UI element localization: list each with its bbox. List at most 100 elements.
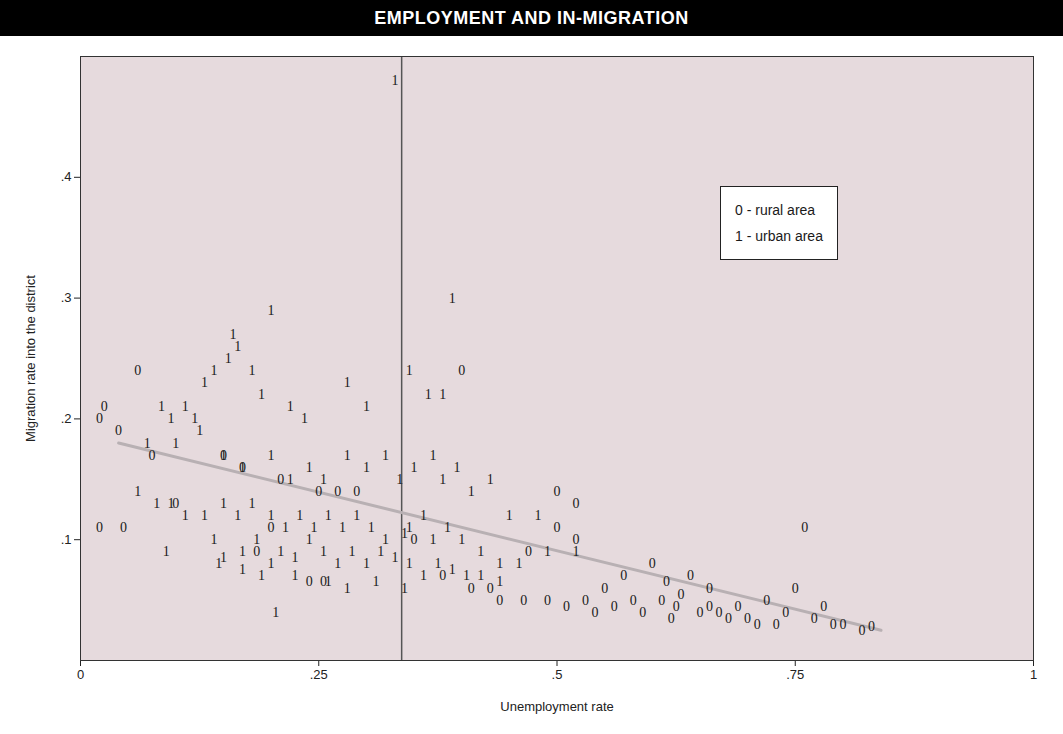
svg-text:.25: .25 (310, 667, 328, 682)
svg-text:0: 0 (353, 484, 360, 499)
svg-text:0: 0 (554, 484, 561, 499)
svg-text:1: 1 (411, 460, 418, 475)
svg-text:0: 0 (101, 399, 108, 414)
svg-text:1: 1 (1030, 667, 1037, 682)
svg-text:.75: .75 (786, 667, 804, 682)
svg-text:1: 1 (220, 448, 227, 463)
svg-text:1: 1 (253, 532, 260, 547)
svg-text:1: 1 (320, 544, 327, 559)
svg-text:1: 1 (363, 556, 370, 571)
svg-text:1: 1 (401, 526, 408, 541)
svg-text:0: 0 (754, 617, 761, 632)
svg-text:1: 1 (377, 544, 384, 559)
svg-text:1: 1 (506, 508, 513, 523)
svg-text:1: 1 (182, 399, 189, 414)
svg-text:1: 1 (349, 544, 356, 559)
svg-text:1: 1 (458, 532, 465, 547)
svg-text:0: 0 (77, 667, 84, 682)
svg-text:1: 1 (430, 448, 437, 463)
svg-text:1: 1 (334, 556, 341, 571)
svg-text:1: 1 (406, 556, 413, 571)
svg-text:1: 1 (287, 399, 294, 414)
svg-text:1: 1 (391, 73, 398, 88)
svg-text:1: 1 (268, 448, 275, 463)
svg-text:1: 1 (201, 375, 208, 390)
svg-text:1: 1 (449, 291, 456, 306)
svg-text:1: 1 (353, 508, 360, 523)
svg-text:1: 1 (158, 399, 165, 414)
svg-text:1: 1 (134, 484, 141, 499)
svg-text:1: 1 (420, 508, 427, 523)
svg-text:1: 1 (344, 581, 351, 596)
svg-text:0: 0 (573, 496, 580, 511)
svg-text:0: 0 (334, 484, 341, 499)
svg-text:1: 1 (339, 520, 346, 535)
svg-text:0: 0 (706, 599, 713, 614)
svg-text:1: 1 (272, 605, 279, 620)
svg-text:1: 1 (496, 556, 503, 571)
svg-text:1: 1 (210, 532, 217, 547)
svg-text:1: 1 (291, 550, 298, 565)
svg-text:1: 1 (515, 556, 522, 571)
svg-text:1: 1 (153, 496, 160, 511)
svg-text:0: 0 (306, 574, 313, 589)
svg-text:1: 1 (487, 472, 494, 487)
svg-text:1: 1 (325, 574, 332, 589)
svg-text:1: 1 (239, 544, 246, 559)
svg-text:1: 1 (430, 532, 437, 547)
svg-text:1: 1 (306, 532, 313, 547)
svg-text:1: 1 (391, 550, 398, 565)
svg-text:1: 1 (239, 562, 246, 577)
svg-text:0: 0 (120, 520, 127, 535)
svg-text:0: 0 (134, 363, 141, 378)
svg-text:0: 0 (277, 472, 284, 487)
svg-text:1: 1 (382, 448, 389, 463)
svg-text:0: 0 (725, 611, 732, 626)
svg-text:0: 0 (239, 460, 246, 475)
svg-text:1: 1 (449, 562, 456, 577)
svg-text:0: 0 (735, 599, 742, 614)
svg-text:0: 0 (115, 423, 122, 438)
svg-text:0: 0 (620, 568, 627, 583)
svg-text:1: 1 (434, 556, 441, 571)
svg-text:0: 0 (696, 605, 703, 620)
svg-text:1: 1 (444, 520, 451, 535)
svg-text:0: 0 (744, 611, 751, 626)
svg-text:0: 0 (839, 617, 846, 632)
svg-text:1: 1 (210, 363, 217, 378)
svg-text:1: 1 (163, 544, 170, 559)
svg-text:0: 0 (639, 605, 646, 620)
svg-text:1: 1 (368, 520, 375, 535)
svg-text:1: 1 (463, 568, 470, 583)
svg-text:1: 1 (439, 472, 446, 487)
svg-text:1: 1 (258, 387, 265, 402)
svg-text:0: 0 (868, 619, 875, 634)
svg-text:1: 1 (249, 496, 256, 511)
svg-text:1: 1 (168, 496, 175, 511)
svg-text:1: 1 (425, 387, 432, 402)
svg-text:1: 1 (453, 460, 460, 475)
svg-text:0: 0 (544, 593, 551, 608)
svg-text:1: 1 (420, 568, 427, 583)
svg-text:1: 1 (268, 303, 275, 318)
svg-text:1: 1 (291, 568, 298, 583)
svg-text:1: 1 (234, 508, 241, 523)
svg-text:0: 0 (801, 520, 808, 535)
svg-text:1: 1 (325, 508, 332, 523)
svg-text:1: 1 (534, 508, 541, 523)
svg-text:1: 1 (372, 574, 379, 589)
svg-text:1: 1 (234, 339, 241, 354)
svg-text:0: 0 (649, 556, 656, 571)
svg-text:Migration rate into the distri: Migration rate into the district (23, 275, 38, 442)
svg-text:0: 0 (525, 544, 532, 559)
svg-text:1: 1 (287, 472, 294, 487)
svg-text:1: 1 (268, 556, 275, 571)
svg-text:0: 0 (630, 593, 637, 608)
svg-text:1: 1 (544, 544, 551, 559)
svg-text:.5: .5 (552, 667, 563, 682)
svg-text:1: 1 (363, 399, 370, 414)
svg-text:0: 0 (677, 587, 684, 602)
svg-text:1: 1 (496, 574, 503, 589)
svg-text:0: 0 (658, 593, 665, 608)
svg-text:0: 0 (773, 617, 780, 632)
